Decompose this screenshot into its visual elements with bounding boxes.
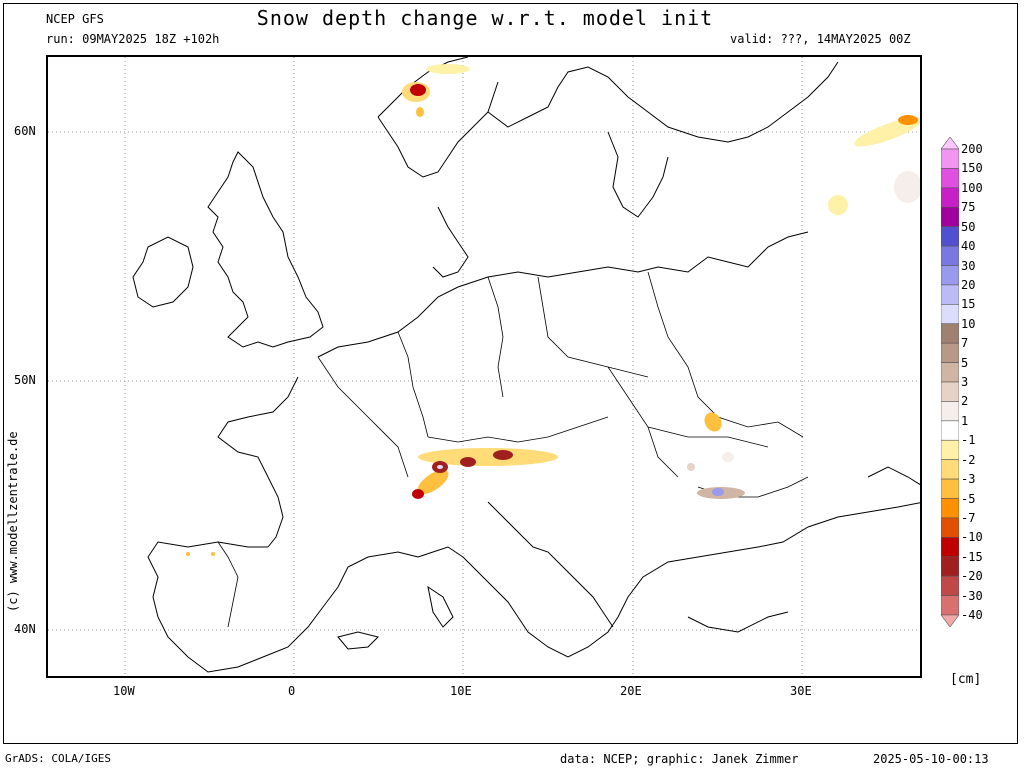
colorbar-swatch <box>941 304 959 325</box>
colorbar-swatch <box>941 245 959 266</box>
colorbar-swatch <box>941 362 959 383</box>
colorbar-level-label: -7 <box>961 510 976 525</box>
colorbar-swatch <box>941 401 959 422</box>
colorbar-swatch <box>941 537 959 558</box>
colorbar-swatch <box>941 206 959 227</box>
lat-label-40n: 40N <box>14 622 36 636</box>
colorbar-swatch <box>941 342 959 363</box>
colorbar-level-label: 30 <box>961 258 976 273</box>
colorbar-swatch <box>941 323 959 344</box>
colorbar-level-label: 150 <box>961 161 983 176</box>
data-credit: data: NCEP; graphic: Janek Zimmer <box>560 752 799 766</box>
colorbar-swatch <box>941 498 959 519</box>
coastlines <box>132 57 920 673</box>
colorbar-level-label: -15 <box>961 549 983 564</box>
plot-frame <box>3 3 1018 744</box>
colorbar-level-label: 10 <box>961 316 976 331</box>
lon-label-30e: 30E <box>790 684 812 698</box>
lon-label-10w: 10W <box>113 684 135 698</box>
unit-label: [cm] <box>950 672 982 687</box>
colorbar-level-label: 15 <box>961 297 976 312</box>
colorbar-swatch <box>941 148 959 169</box>
colorbar-swatch <box>941 265 959 286</box>
colorbar-level-label: 100 <box>961 180 983 195</box>
colorbar-bottom-arrow <box>941 614 959 627</box>
colorbar-level-label: -40 <box>961 608 983 622</box>
timestamp: 2025-05-10-00:13 <box>873 752 989 766</box>
colorbar-level-label: -1 <box>961 433 976 448</box>
lat-label-60n: 60N <box>14 124 36 138</box>
colorbar-swatch <box>941 517 959 538</box>
colorbar-level-label: 40 <box>961 239 976 254</box>
colorbar-swatch <box>941 439 959 460</box>
colorbar-swatch <box>941 187 959 208</box>
valid-time: valid: ???, 14MAY2025 00Z <box>730 32 911 46</box>
model-label: NCEP GFS <box>46 12 104 26</box>
colorbar-swatch <box>941 284 959 305</box>
lon-label-20e: 20E <box>620 684 642 698</box>
colorbar-swatch <box>941 226 959 247</box>
colorbar-swatch <box>941 168 959 189</box>
lon-label-10e: 10E <box>450 684 472 698</box>
colorbar-level-label: -20 <box>961 569 983 584</box>
lat-label-50n: 50N <box>14 373 36 387</box>
copyright-notice: (c) www.modellzentrale.de <box>6 431 20 612</box>
colorbar-swatch <box>941 459 959 480</box>
colorbar-level-label: -30 <box>961 588 983 603</box>
colorbar-swatch <box>941 575 959 596</box>
colorbar-level-label: -10 <box>961 530 983 545</box>
map-title: Snow depth change w.r.t. model init <box>256 6 714 30</box>
colorbar-level-label: -3 <box>961 472 976 487</box>
map-canvas <box>48 57 920 676</box>
colorbar-level-label: -5 <box>961 491 976 506</box>
colorbar-level-label: 50 <box>961 219 976 234</box>
colorbar-level-label: 1 <box>961 413 969 428</box>
map-panel <box>46 55 922 678</box>
snow-change-field <box>186 64 920 556</box>
colorbar <box>941 137 959 627</box>
colorbar-level-label: -2 <box>961 452 976 467</box>
colorbar-level-label: 20 <box>961 277 976 292</box>
software-credit: GrADS: COLA/IGES <box>5 752 111 765</box>
colorbar-swatch <box>941 478 959 499</box>
colorbar-swatch <box>941 420 959 441</box>
colorbar-top-arrow <box>941 137 959 150</box>
colorbar-level-label: 75 <box>961 200 976 215</box>
colorbar-level-label: 2 <box>961 394 969 409</box>
colorbar-level-label: 3 <box>961 375 969 389</box>
colorbar-swatch <box>941 556 959 577</box>
colorbar-level-label: 200 <box>961 142 983 156</box>
colorbar-level-label: 5 <box>961 355 969 370</box>
run-label: run: 09MAY2025 18Z +102h <box>46 32 220 46</box>
country-borders <box>217 271 809 628</box>
colorbar-swatch <box>941 595 959 616</box>
colorbar-level-label: 7 <box>961 336 969 351</box>
lon-label-0: 0 <box>288 684 296 698</box>
graticule <box>48 57 920 676</box>
colorbar-swatch <box>941 381 959 402</box>
